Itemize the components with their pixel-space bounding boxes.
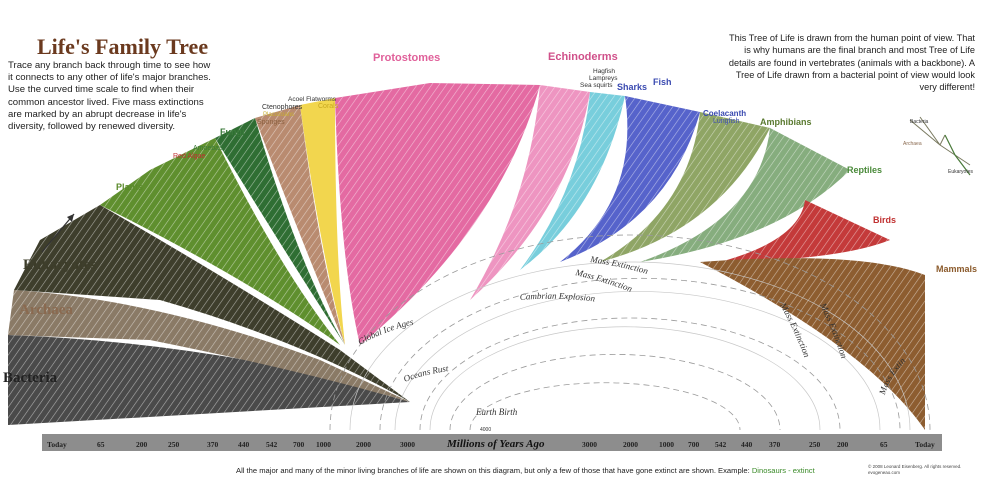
left-tick-1: 65 bbox=[97, 440, 105, 449]
cambrian-explosion-label: Cambrian Explosion bbox=[519, 291, 596, 304]
left-tick-4: 370 bbox=[207, 440, 219, 449]
eukaryotes-label: Eukaryotes bbox=[23, 257, 97, 273]
left-tick-7: 700 bbox=[293, 440, 305, 449]
lungfish-label: Lungfish bbox=[713, 118, 740, 125]
plants-label: Plants bbox=[116, 182, 144, 192]
protostomes-label: Protostomes bbox=[373, 52, 441, 64]
footer-text: All the major and many of the minor livi… bbox=[236, 466, 750, 475]
right-tick-2: 1000 bbox=[659, 440, 674, 449]
oceans-rust-label: Oceans Rust bbox=[402, 363, 449, 384]
acoel-flatworms-label: Acoel Flatworms bbox=[288, 96, 337, 103]
left-tick-5: 440 bbox=[238, 440, 250, 449]
sea-squirts-label: Sea squirts bbox=[580, 82, 613, 89]
right-tick-6: 370 bbox=[769, 440, 781, 449]
corals-label: Corals bbox=[318, 103, 339, 110]
left-tick-8: 1000 bbox=[316, 440, 331, 449]
placozoans-label: Placozoans bbox=[263, 112, 295, 118]
left-tick-10: 3000 bbox=[400, 440, 415, 449]
time-axis-bar bbox=[42, 434, 942, 451]
left-tick-labels: Today 65 200 250 370 440 542 700 1000 2000 3000 bbox=[47, 440, 415, 449]
lampreys-label: Lampreys bbox=[589, 75, 618, 82]
corals-branch-band bbox=[300, 98, 345, 345]
birds-label: Birds bbox=[873, 215, 897, 225]
right-tick-9: 65 bbox=[880, 440, 888, 449]
inset-eukaryotes-label: Eukaryotes bbox=[948, 169, 974, 175]
eukaryotes-arrow bbox=[41, 213, 75, 253]
archaea-label: Archaea bbox=[19, 302, 73, 318]
right-tick-0: 3000 bbox=[582, 440, 597, 449]
right-tick-8: 200 bbox=[837, 440, 849, 449]
earth-birth-label: Earth Birth bbox=[475, 407, 518, 417]
left-tick-6: 542 bbox=[266, 440, 278, 449]
earth-birth-age: 4000 bbox=[480, 427, 491, 433]
left-tick-2: 200 bbox=[136, 440, 148, 449]
page-title: Life's Family Tree bbox=[37, 34, 209, 59]
sharks-label: Sharks bbox=[617, 82, 648, 92]
left-tick-0: Today bbox=[47, 440, 67, 449]
copyright-credit: © 2008 Leonard Eisenberg. All rights res… bbox=[868, 464, 962, 475]
footer-note: All the major and many of the minor livi… bbox=[236, 466, 815, 475]
mass-extinction-label-2: Mass Extinction bbox=[574, 267, 635, 294]
amphibians-label: Amphibians bbox=[760, 117, 812, 127]
right-tick-4: 542 bbox=[715, 440, 727, 449]
fungi-label: Fungi bbox=[220, 127, 245, 137]
left-tick-3: 250 bbox=[168, 440, 180, 449]
right-tick-7: 250 bbox=[809, 440, 821, 449]
reptiles-label: Reptiles bbox=[847, 165, 883, 175]
inset-archaea-label: Archaea bbox=[903, 141, 922, 147]
right-tick-1: 2000 bbox=[623, 440, 638, 449]
sponges-label: Sponges bbox=[257, 119, 285, 126]
right-tick-labels: 3000 2000 1000 700 542 440 370 250 200 65 Today bbox=[582, 440, 935, 449]
right-tick-3: 700 bbox=[688, 440, 700, 449]
footer-example: Dinosaurs - extinct bbox=[751, 466, 815, 475]
axis-title: Millions of Years Ago bbox=[446, 438, 545, 450]
right-tick-5: 440 bbox=[741, 440, 753, 449]
inset-bacteria-label: Bacteria bbox=[910, 119, 929, 125]
hagfish-label: Hagfish bbox=[593, 68, 616, 75]
intro-text: Trace any branch back through time to se… bbox=[8, 60, 211, 133]
bacteria-label: Bacteria bbox=[3, 370, 58, 386]
coelacanth-label: Coelacanth bbox=[703, 109, 747, 118]
red-algae-label: Red Algae bbox=[173, 153, 206, 160]
echinoderms-label: Echinoderms bbox=[548, 51, 618, 63]
perspective-note: This Tree of Life is drawn from the huma… bbox=[728, 33, 975, 93]
left-tick-9: 2000 bbox=[356, 440, 371, 449]
fish-label: Fish bbox=[653, 77, 672, 87]
right-tick-10: Today bbox=[915, 440, 935, 449]
bacterial-view-inset: Bacteria Archaea Eukaryotes bbox=[900, 105, 980, 185]
amoebas-label: Amoebas bbox=[193, 145, 223, 152]
mammals-label: Mammals bbox=[936, 264, 978, 274]
time-arcs bbox=[329, 234, 931, 431]
ctenophores-label: Ctenophores bbox=[262, 104, 303, 111]
